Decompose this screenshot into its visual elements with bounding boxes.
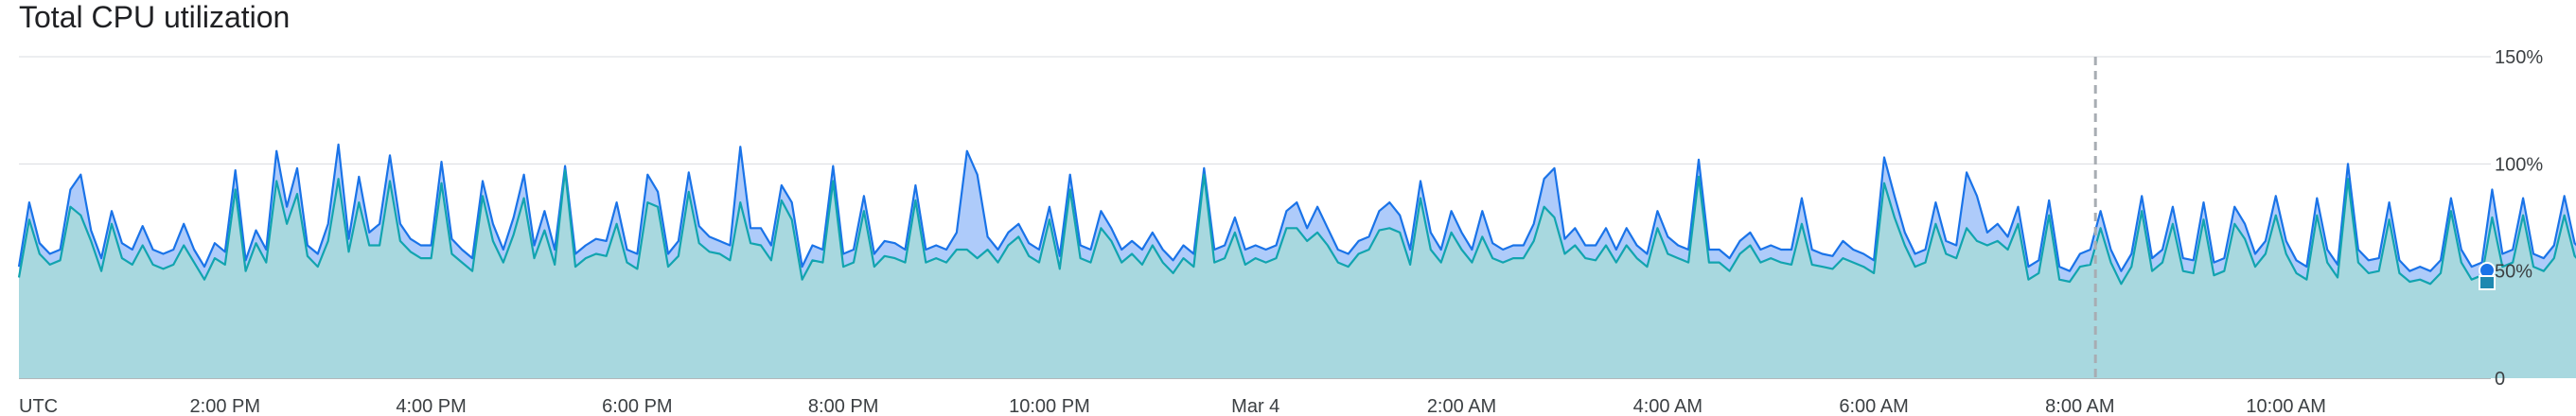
x-tick-label: 2:00 AM [1427, 396, 1496, 416]
series-end-markers [2479, 263, 2495, 289]
series-2-end-marker [2479, 276, 2495, 289]
x-tick-label: 8:00 PM [808, 396, 878, 416]
x-tick-label: 10:00 PM [1009, 396, 1090, 416]
x-tick-label: 10:00 AM [2246, 396, 2326, 416]
y-tick-label: 150% [2495, 47, 2543, 68]
x-tick-label: 6:00 PM [602, 396, 672, 416]
x-tick-label: 4:00 AM [1633, 396, 1703, 416]
x-tick-label: Mar 4 [1231, 396, 1279, 416]
x-tick-label: 6:00 AM [1839, 396, 1908, 416]
series-area-2 [19, 170, 2576, 378]
y-tick-label: 100% [2495, 154, 2543, 175]
x-axis-labels: UTC 2:00 PM 4:00 PM 6:00 PM 8:00 PM 10:00 PM M… [19, 396, 2326, 416]
series-areas [19, 145, 2576, 378]
y-tick-label: 50% [2495, 262, 2532, 283]
x-tick-label: 2:00 PM [190, 396, 260, 416]
x-tick-label: UTC [19, 396, 58, 416]
y-tick-label: 0 [2495, 369, 2505, 390]
x-tick-label: 8:00 AM [2045, 396, 2114, 416]
x-tick-label: 4:00 PM [396, 396, 466, 416]
